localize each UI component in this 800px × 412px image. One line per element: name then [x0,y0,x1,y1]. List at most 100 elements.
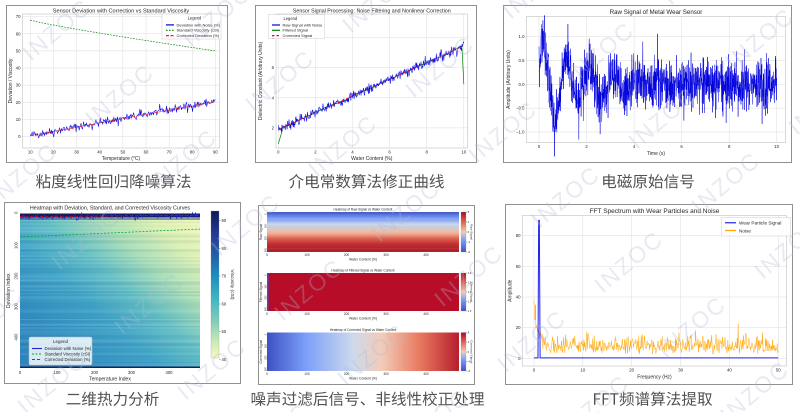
svg-text:2: 2 [585,144,588,149]
svg-text:4: 4 [271,95,274,100]
svg-text:1.8: 1.8 [468,272,472,275]
svg-text:300: 300 [14,302,19,310]
svg-text:Temperature (°C): Temperature (°C) [102,156,141,162]
svg-text:100: 100 [304,312,310,316]
svg-text:0: 0 [468,351,470,354]
svg-text:1.2: 1.2 [468,300,472,303]
svg-text:0: 0 [18,134,21,139]
svg-text:Noise: Noise [739,228,751,233]
svg-text:70: 70 [222,274,227,279]
svg-text:Corrected Signal: Corrected Signal [470,340,474,363]
svg-text:Filtered Signal: Filtered Signal [470,282,474,302]
svg-text:Dielectric Constant (Arbitrary: Dielectric Constant (Arbitrary Units) [258,41,264,120]
svg-text:Raw Signal with Noise: Raw Signal with Noise [282,22,323,27]
svg-text:6: 6 [271,65,274,70]
svg-text:2: 2 [271,125,274,130]
svg-text:400: 400 [166,370,174,375]
svg-text:Deviation with Noise (%): Deviation with Noise (%) [45,346,92,351]
svg-text:60: 60 [222,302,227,307]
svg-text:Corrected Signal: Corrected Signal [259,339,263,363]
svg-text:90: 90 [213,150,218,155]
svg-text:-8: -8 [468,370,471,373]
svg-text:0.5: 0.5 [519,58,526,63]
svg-text:Legend: Legend [283,16,297,21]
svg-text:Frequency (Hz): Frequency (Hz) [637,375,672,381]
svg-text:50: 50 [120,150,125,155]
svg-text:300: 300 [265,366,268,371]
svg-text:50: 50 [222,329,227,334]
svg-text:Amplitude: Amplitude [507,279,513,301]
svg-text:200: 200 [344,312,350,316]
svg-text:Raw Signal of Metal Wear Senso: Raw Signal of Metal Wear Sensor [610,9,703,16]
svg-text:Water Content (%): Water Content (%) [351,156,393,162]
svg-text:40: 40 [515,295,520,300]
svg-text:Time (s): Time (s) [647,151,665,157]
svg-text:Raw Signal: Raw Signal [259,223,263,239]
svg-text:0: 0 [14,211,19,214]
svg-text:300: 300 [383,312,389,316]
svg-text:0: 0 [265,273,268,275]
svg-text:100: 100 [54,370,62,375]
svg-text:400: 400 [423,312,429,316]
svg-text:30: 30 [74,150,79,155]
svg-text:Temperature Index: Temperature Index [89,377,131,383]
svg-text:10: 10 [580,368,585,373]
svg-text:Standard Viscosity (cSt): Standard Viscosity (cSt) [45,352,91,357]
svg-text:60: 60 [144,150,149,155]
svg-text:Sensor Deviation with Correcti: Sensor Deviation with Correction vs Stan… [53,9,190,15]
svg-text:60: 60 [16,31,21,36]
svg-text:0: 0 [532,368,535,373]
svg-text:-4: -4 [468,241,471,244]
svg-text:200: 200 [265,354,268,359]
svg-text:50: 50 [775,368,780,373]
svg-text:40: 40 [16,66,21,71]
svg-text:100: 100 [265,343,268,348]
svg-text:100: 100 [14,241,19,249]
svg-text:40: 40 [727,368,732,373]
svg-text:0: 0 [266,312,268,316]
svg-text:−1.0: −1.0 [516,130,525,135]
svg-text:Filtered Signal: Filtered Signal [282,28,308,33]
svg-text:Corrected Deviation (%): Corrected Deviation (%) [177,33,220,38]
svg-text:−0.5: −0.5 [516,106,525,111]
svg-text:1.0: 1.0 [468,310,472,313]
svg-text:FFT Spectrum with Wear Particl: FFT Spectrum with Wear Particles and Noi… [589,208,719,215]
svg-text:10: 10 [16,117,21,122]
svg-text:4: 4 [351,150,354,155]
svg-text:Water Content (%): Water Content (%) [349,257,377,261]
svg-text:Deviation with Noise (%): Deviation with Noise (%) [177,22,221,27]
svg-text:100: 100 [304,372,310,376]
svg-text:Viscosity (cSt): Viscosity (cSt) [229,269,235,300]
svg-text:200: 200 [265,294,268,299]
svg-text:100: 100 [265,223,268,228]
svg-text:Amplitude (Arbitrary Units): Amplitude (Arbitrary Units) [506,50,512,109]
svg-text:40: 40 [97,150,102,155]
svg-text:400: 400 [423,372,429,376]
svg-text:-4: -4 [468,360,471,363]
svg-text:20: 20 [16,100,21,105]
svg-text:Heatmap of Filtered Signal vs: Heatmap of Filtered Signal vs Water Cont… [331,268,394,272]
svg-text:300: 300 [265,247,268,252]
svg-text:70: 70 [16,14,21,19]
svg-text:300: 300 [128,370,136,375]
svg-text:8: 8 [728,144,731,149]
svg-text:200: 200 [265,235,268,240]
svg-text:Standard Viscosity (cSt): Standard Viscosity (cSt) [177,28,220,33]
svg-text:Sensor Signal Processing: Nois: Sensor Signal Processing: Noise Filterin… [292,9,450,15]
svg-text:Heatmap of Corrected Signal vs: Heatmap of Corrected Signal vs Water Con… [330,328,397,332]
svg-text:0.0: 0.0 [519,82,526,87]
svg-text:0: 0 [468,231,470,234]
svg-text:20: 20 [515,325,520,330]
svg-text:8: 8 [468,211,470,214]
svg-text:400: 400 [14,333,19,341]
svg-text:-8: -8 [468,251,471,254]
svg-text:0: 0 [265,212,268,214]
svg-text:6: 6 [680,144,683,149]
svg-text:Deviation / Viscosity: Deviation / Viscosity [8,58,14,103]
svg-text:20: 20 [51,150,56,155]
svg-text:100: 100 [265,283,268,288]
svg-text:2: 2 [314,150,317,155]
svg-text:300: 300 [383,253,389,257]
svg-text:10: 10 [774,144,779,149]
svg-text:Legend: Legend [53,339,69,344]
